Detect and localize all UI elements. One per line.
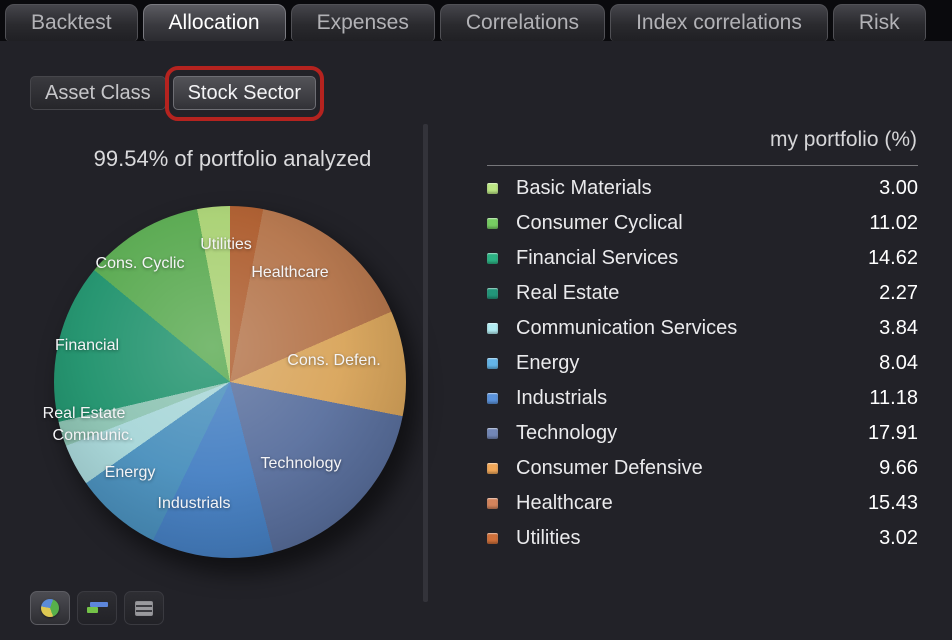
legend-sector-value: 3.00 — [879, 177, 918, 199]
legend-row: Healthcare 15.43 — [487, 486, 918, 521]
legend-sector-value: 9.66 — [879, 457, 918, 479]
legend-sector-name: Real Estate — [516, 282, 620, 304]
legend-sector-value: 17.91 — [867, 422, 918, 444]
legend-row: Industrials 11.18 — [487, 381, 918, 416]
legend-swatch — [487, 533, 498, 544]
legend-swatch — [487, 358, 498, 369]
legend-sector-value: 3.02 — [879, 527, 918, 549]
legend-sector-value: 15.43 — [867, 492, 918, 514]
sector-legend: Basic Materials 3.00 Consumer Cyclical 1… — [487, 171, 918, 556]
pie-chart-icon — [41, 599, 59, 617]
legend-sector-name: Healthcare — [516, 492, 613, 514]
legend-sector-name: Technology — [516, 422, 618, 444]
tab-backtest[interactable]: Backtest — [5, 4, 138, 41]
table-view-button[interactable] — [124, 591, 164, 625]
legend-sector-name: Communication Services — [516, 317, 738, 339]
legend-swatch — [487, 218, 498, 229]
legend-sector-name: Consumer Cyclical — [516, 212, 683, 234]
pie-chart-area: Utilities Cons. Cyclic Healthcare Financ… — [43, 206, 406, 558]
legend-sector-value: 11.18 — [869, 387, 918, 409]
legend-row: Communication Services 3.84 — [487, 311, 918, 346]
legend-row: Consumer Defensive 9.66 — [487, 451, 918, 486]
legend-swatch — [487, 183, 498, 194]
bar-view-button[interactable] — [77, 591, 117, 625]
legend-sector-name: Basic Materials — [516, 177, 652, 199]
table-view-icon — [135, 600, 153, 616]
analyzed-percentage-note: 99.54% of portfolio analyzed — [93, 146, 372, 171]
legend-header-rule — [487, 165, 918, 166]
allocation-view-toggle: Asset Class Stock Sector — [30, 66, 324, 121]
legend-row: Financial Services 14.62 — [487, 241, 918, 276]
legend-sector-name: Consumer Defensive — [516, 457, 703, 479]
legend-sector-name: Energy — [516, 352, 580, 374]
subtab-asset-class[interactable]: Asset Class — [30, 76, 166, 110]
tab-allocation[interactable]: Allocation — [142, 4, 286, 41]
bar-chart-icon — [86, 602, 108, 614]
tab-risk[interactable]: Risk — [832, 4, 926, 41]
legend-sector-value: 14.62 — [867, 247, 918, 269]
subtab-stock-sector-wrap: Stock Sector — [164, 66, 324, 121]
legend-swatch — [487, 253, 498, 264]
panel-divider — [423, 124, 428, 602]
legend-swatch — [487, 498, 498, 509]
pie-view-button[interactable] — [30, 591, 70, 625]
legend-row: Basic Materials 3.00 — [487, 171, 918, 206]
portfolio-values-header: my portfolio (%) — [769, 128, 917, 151]
legend-sector-value: 8.04 — [879, 352, 918, 374]
pie-chart[interactable] — [54, 206, 406, 558]
legend-row: Utilities 3.02 — [487, 521, 918, 556]
legend-sector-value: 2.27 — [879, 282, 918, 304]
legend-swatch — [487, 463, 498, 474]
legend-sector-name: Financial Services — [516, 247, 679, 269]
legend-row: Real Estate 2.27 — [487, 276, 918, 311]
tab-correlations[interactable]: Correlations — [439, 4, 606, 41]
subtab-stock-sector[interactable]: Stock Sector — [172, 76, 316, 110]
legend-row: Technology 17.91 — [487, 416, 918, 451]
tab-expenses[interactable]: Expenses — [290, 4, 435, 41]
legend-swatch — [487, 428, 498, 439]
tab-index-correlations[interactable]: Index correlations — [610, 4, 828, 41]
legend-sector-value: 11.02 — [869, 212, 918, 234]
legend-swatch — [487, 393, 498, 404]
legend-sector-value: 3.84 — [879, 317, 918, 339]
legend-row: Consumer Cyclical 11.02 — [487, 206, 918, 241]
legend-sector-name: Industrials — [516, 387, 608, 409]
legend-row: Energy 8.04 — [487, 346, 918, 381]
legend-swatch — [487, 288, 498, 299]
legend-sector-name: Utilities — [516, 527, 581, 549]
legend-swatch — [487, 323, 498, 334]
chart-type-toolbar — [30, 591, 164, 625]
tab-bar: Backtest Allocation Expenses Correlation… — [0, 0, 952, 41]
